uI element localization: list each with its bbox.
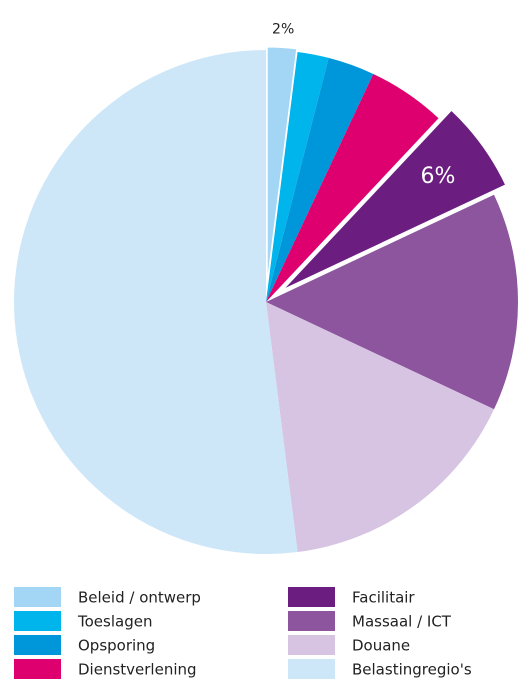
data-label: 6%: [421, 164, 456, 189]
legend-label: Belastingregio's: [352, 661, 472, 679]
pie-slice: [266, 73, 439, 302]
legend-label: Dienstverlening: [78, 661, 197, 679]
pie-slice: [266, 51, 329, 303]
legend-swatch: [288, 611, 335, 631]
data-label: 2%: [272, 22, 294, 38]
legend-label: Douane: [352, 637, 410, 655]
legend-swatch: [288, 659, 335, 679]
legend-swatch: [14, 659, 61, 679]
pie-slice: [264, 44, 300, 299]
legend-label: Beleid / ontwerp: [78, 589, 201, 607]
pie-slice: [277, 106, 509, 294]
pie-slice: [14, 50, 298, 554]
legend-label: Massaal / ICT: [352, 613, 452, 631]
legend-swatch: [14, 587, 61, 607]
legend-label: Facilitair: [352, 589, 415, 607]
pie-slice: [266, 57, 374, 303]
pie-slice: [266, 302, 495, 553]
legend-swatch: [14, 635, 61, 655]
legend-label: Opsporing: [78, 637, 155, 655]
legend-label: Toeslagen: [77, 613, 152, 631]
legend-swatch: [288, 587, 335, 607]
legend-swatch: [14, 611, 61, 631]
pie-slice: [266, 194, 518, 410]
legend-swatch: [288, 635, 335, 655]
